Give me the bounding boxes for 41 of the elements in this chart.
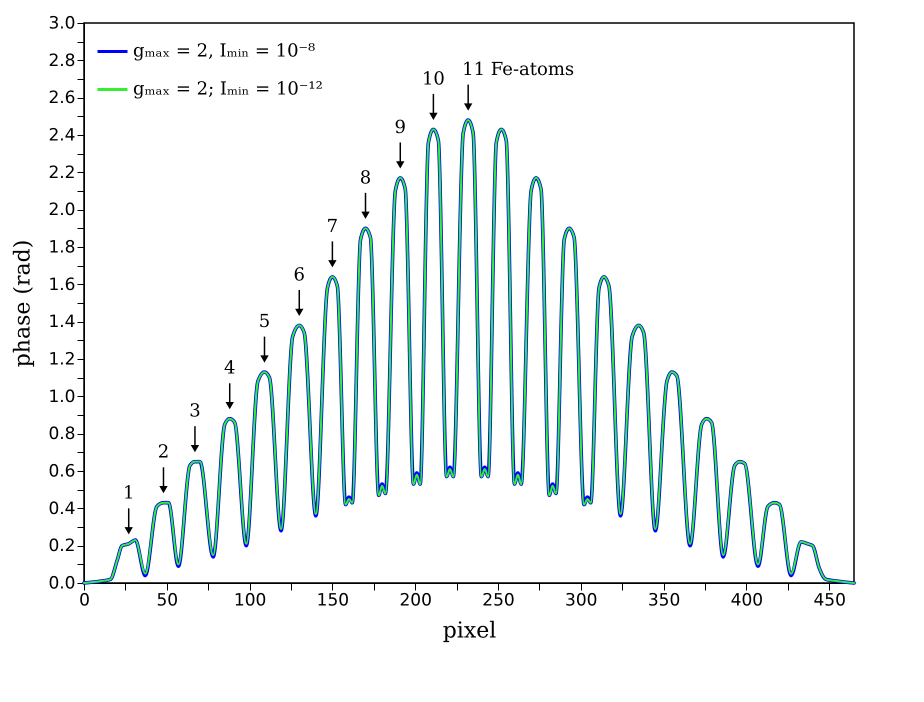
y-tick-label: 2.4 xyxy=(48,126,76,146)
x-tick-label: 300 xyxy=(565,590,598,610)
y-tick-label: 0.8 xyxy=(48,424,76,444)
annotation: 10 xyxy=(422,68,445,90)
annotation: 8 xyxy=(360,167,372,188)
x-axis-title: pixel xyxy=(442,618,496,644)
annotation: 9 xyxy=(394,116,406,138)
annotation: 11 Fe-atoms xyxy=(462,59,574,80)
x-tick-label: 0 xyxy=(79,590,90,610)
y-tick-label: 1.0 xyxy=(48,386,76,407)
y-tick-label: 2.6 xyxy=(48,88,76,108)
y-tick-label: 0.6 xyxy=(48,462,76,482)
x-tick-label: 50 xyxy=(156,590,178,610)
y-tick-label: 1.2 xyxy=(48,350,76,370)
x-tick-label: 400 xyxy=(730,590,764,610)
legend-label: gₘₐₓ = 2, Iₘᵢₙ = 10⁻⁸ xyxy=(133,40,316,62)
annotation: 3 xyxy=(189,400,201,422)
x-tick-label: 450 xyxy=(813,590,846,610)
y-tick-label: 1.4 xyxy=(48,312,76,332)
annotation: 5 xyxy=(258,311,270,332)
y-tick-label: 0.4 xyxy=(48,498,76,519)
annotation: 2 xyxy=(158,442,170,463)
y-tick-label: 1.8 xyxy=(48,238,76,258)
x-tick-label: 350 xyxy=(648,590,680,610)
y-tick-label: 1.6 xyxy=(48,274,76,295)
y-tick-label: 2.8 xyxy=(48,50,76,71)
annotation: 1 xyxy=(122,482,134,504)
x-tick-label: 150 xyxy=(316,590,350,610)
y-tick-label: 2.0 xyxy=(48,200,76,220)
legend-label: gₘₐₓ = 2; Iₘᵢₙ = 10⁻¹² xyxy=(133,78,323,100)
annotation: 4 xyxy=(224,358,236,379)
y-tick-label: 0.0 xyxy=(48,574,76,594)
annotation: 6 xyxy=(294,264,305,286)
y-tick-label: 2.2 xyxy=(48,162,76,183)
x-tick-label: 100 xyxy=(234,590,266,610)
x-tick-label: 200 xyxy=(399,590,432,610)
x-tick-label: 250 xyxy=(482,590,515,610)
y-tick-label: 0.2 xyxy=(48,536,76,556)
annotation: 7 xyxy=(326,216,338,237)
y-axis-title: phase (rad) xyxy=(10,240,36,368)
y-tick-label: 3.0 xyxy=(48,14,76,34)
